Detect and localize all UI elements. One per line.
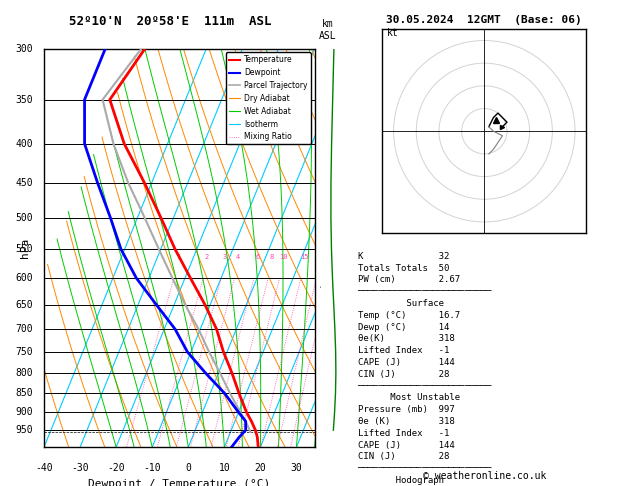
- Text: kt: kt: [387, 28, 399, 38]
- Text: 52º10'N  20º58'E  111m  ASL: 52º10'N 20º58'E 111m ASL: [69, 15, 271, 28]
- Text: 700: 700: [16, 324, 33, 334]
- Text: K              32
Totals Totals  50
PW (cm)        2.67
────────────────────────: K 32 Totals Totals 50 PW (cm) 2.67 ─────…: [357, 252, 492, 486]
- Text: LCL: LCL: [320, 427, 335, 436]
- Text: 2: 2: [205, 254, 209, 260]
- Text: 450: 450: [16, 178, 33, 188]
- Text: © weatheronline.co.uk: © weatheronline.co.uk: [423, 471, 546, 481]
- Text: Dewpoint / Temperature (°C): Dewpoint / Temperature (°C): [88, 479, 270, 486]
- Text: 4: 4: [236, 254, 240, 260]
- Text: 900: 900: [16, 407, 33, 417]
- Text: 600: 600: [16, 273, 33, 283]
- Text: 3: 3: [320, 323, 326, 333]
- Text: 6: 6: [320, 193, 326, 204]
- Text: 6: 6: [255, 254, 260, 260]
- Text: 300: 300: [16, 44, 33, 53]
- Text: hPa: hPa: [20, 238, 30, 258]
- Text: 950: 950: [16, 425, 33, 435]
- Text: 20: 20: [255, 463, 266, 473]
- Text: km
ASL: km ASL: [319, 19, 337, 41]
- Text: -30: -30: [71, 463, 89, 473]
- Text: 650: 650: [16, 299, 33, 310]
- Text: 3: 3: [223, 254, 227, 260]
- Text: 5: 5: [320, 238, 326, 248]
- Text: 8: 8: [270, 254, 274, 260]
- Text: -40: -40: [35, 463, 53, 473]
- Text: 350: 350: [16, 95, 33, 104]
- Text: 750: 750: [16, 347, 33, 357]
- Text: 15: 15: [300, 254, 308, 260]
- Text: 1: 1: [320, 410, 326, 420]
- Text: 10: 10: [279, 254, 287, 260]
- Text: 8: 8: [320, 95, 326, 104]
- Text: 0: 0: [186, 463, 191, 473]
- Legend: Temperature, Dewpoint, Parcel Trajectory, Dry Adiabat, Wet Adiabat, Isotherm, Mi: Temperature, Dewpoint, Parcel Trajectory…: [226, 52, 311, 144]
- Text: 30.05.2024  12GMT  (Base: 06): 30.05.2024 12GMT (Base: 06): [386, 15, 582, 25]
- Text: 400: 400: [16, 139, 33, 149]
- Text: -20: -20: [108, 463, 125, 473]
- Text: 4: 4: [320, 282, 326, 292]
- Text: 30: 30: [291, 463, 303, 473]
- Text: 500: 500: [16, 213, 33, 223]
- Text: 550: 550: [16, 244, 33, 254]
- Text: 2: 2: [320, 366, 326, 376]
- Text: 800: 800: [16, 368, 33, 378]
- Text: 850: 850: [16, 388, 33, 399]
- Text: 10: 10: [218, 463, 230, 473]
- Text: 1: 1: [176, 254, 180, 260]
- Text: -10: -10: [143, 463, 161, 473]
- Text: 7: 7: [320, 145, 326, 156]
